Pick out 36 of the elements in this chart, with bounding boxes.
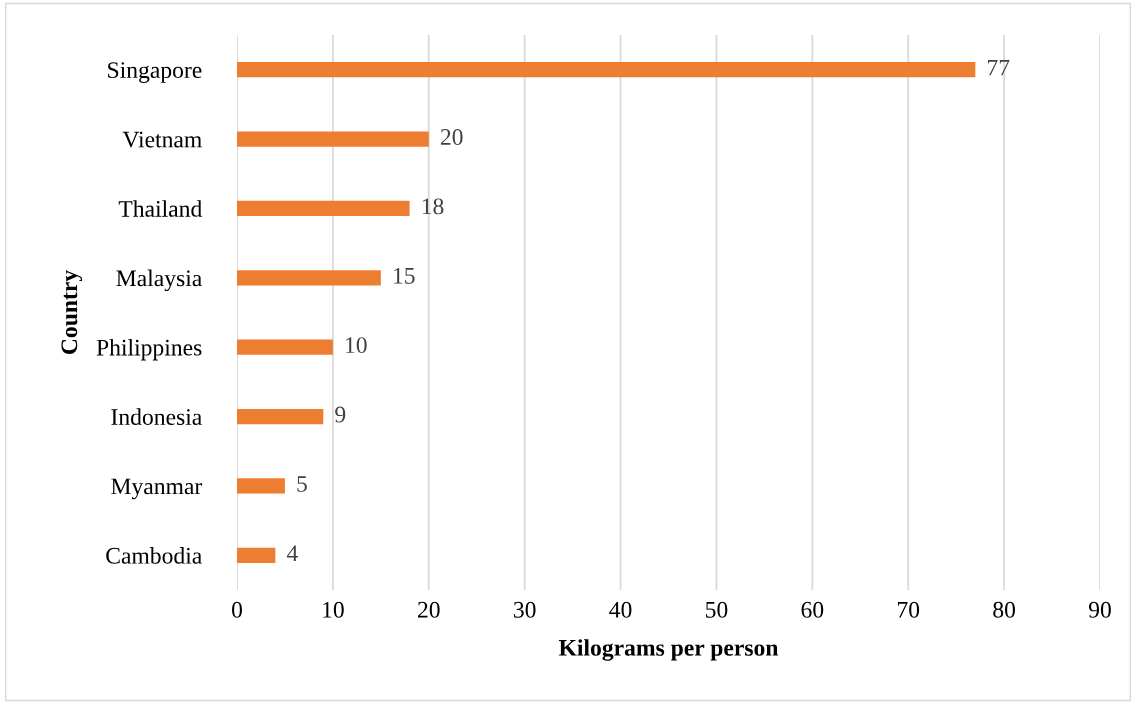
x-axis-title: Kilograms per person xyxy=(558,639,779,661)
data-label: 10 xyxy=(346,337,367,354)
bar xyxy=(237,339,333,355)
y-tick-label: Thailand xyxy=(118,200,202,217)
bar xyxy=(237,131,429,147)
x-tick-label: 40 xyxy=(609,601,632,618)
data-label: 77 xyxy=(988,59,1010,76)
x-tick-label: 90 xyxy=(1088,601,1111,618)
y-tick-label: Singapore xyxy=(108,62,202,83)
bar xyxy=(237,200,410,217)
y-tick-label: Malaysia xyxy=(116,269,202,292)
data-label: 5 xyxy=(297,476,307,492)
data-label: 4 xyxy=(286,545,298,561)
y-tick-label: Vietnam xyxy=(122,131,202,148)
y-tick-label: Indonesia xyxy=(111,408,202,425)
x-tick-label: 60 xyxy=(801,601,824,618)
y-tick-label: Cambodia xyxy=(106,547,202,564)
x-tick-label: 80 xyxy=(993,601,1016,618)
x-tick-label: 70 xyxy=(897,601,920,618)
bar xyxy=(237,270,381,286)
y-axis-title: Country xyxy=(61,270,83,354)
bar xyxy=(237,478,285,494)
x-tick-label: 20 xyxy=(418,601,440,618)
y-tick-label: Philippines xyxy=(96,339,202,361)
y-tick-label: Myanmar xyxy=(111,478,203,500)
data-label: 20 xyxy=(440,129,463,145)
x-tick-label: 10 xyxy=(323,601,344,618)
bar xyxy=(237,408,324,425)
data-label: 18 xyxy=(422,198,444,215)
x-tick-label: 30 xyxy=(513,601,536,618)
x-tick-label: 50 xyxy=(706,601,728,618)
bar xyxy=(237,62,976,78)
bar xyxy=(237,547,276,563)
x-tick-label: 0 xyxy=(232,601,242,618)
data-label: 9 xyxy=(335,406,346,423)
data-label: 15 xyxy=(394,267,415,284)
